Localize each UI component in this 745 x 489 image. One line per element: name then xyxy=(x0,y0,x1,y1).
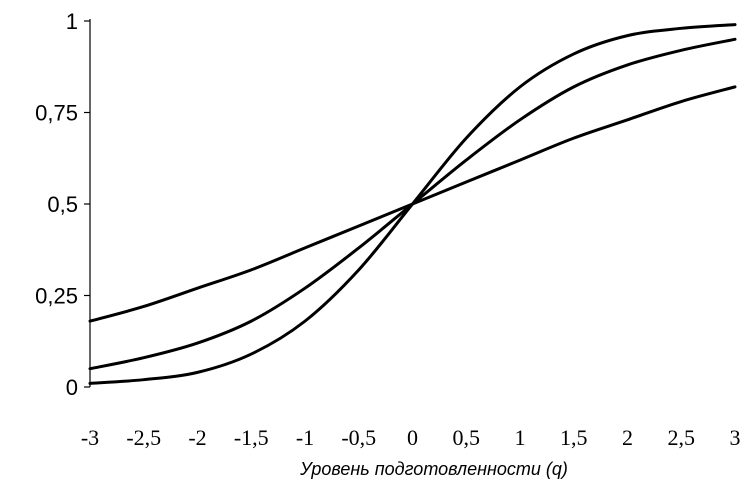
y-tick-label: 0,75 xyxy=(35,101,78,126)
y-tick-label: 0,25 xyxy=(35,284,78,309)
y-tick-label: 0,5 xyxy=(47,192,78,217)
x-tick-label: 2,5 xyxy=(668,425,696,450)
x-tick-label: 0 xyxy=(407,425,418,450)
x-tick-label: 3 xyxy=(730,425,741,450)
x-tick-label: -2,5 xyxy=(126,425,161,450)
x-tick-label: 0,5 xyxy=(453,425,481,450)
x-axis-label: Уровень подготовленности (q) xyxy=(299,459,568,479)
x-tick-label: -3 xyxy=(81,425,99,450)
y-axis: 0 0,25 0,5 0,75 1 xyxy=(35,9,91,400)
series-layer xyxy=(88,23,737,385)
y-tick-label: 0 xyxy=(66,375,78,400)
series-line-3 xyxy=(88,23,737,385)
x-tick-label: 1 xyxy=(515,425,526,450)
x-axis: -3 -2,5 -2 -1,5 -1 -0,5 0 0,5 1 1,5 2 2,5 3 xyxy=(81,425,741,450)
y-tick-label: 1 xyxy=(66,9,78,34)
x-tick-label: -1 xyxy=(296,425,314,450)
x-tick-label: -1,5 xyxy=(234,425,269,450)
x-tick-label: 1,5 xyxy=(560,425,588,450)
x-tick-label: 2 xyxy=(622,425,633,450)
x-tick-label: -0,5 xyxy=(341,425,376,450)
x-tick-label: -2 xyxy=(188,425,206,450)
